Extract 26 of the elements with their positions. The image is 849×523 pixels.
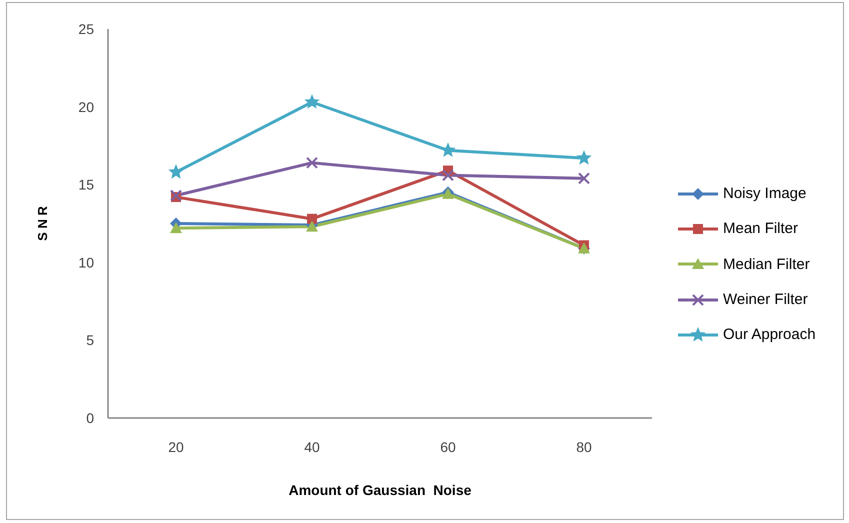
x-tick-label: 80 [576, 438, 592, 455]
x-tick-label: 60 [440, 438, 456, 455]
point [307, 214, 317, 224]
x-tick-label: 40 [304, 438, 320, 455]
x-axis-title: Amount of Gaussian Noise [288, 482, 472, 498]
legend-label: Our Approach [723, 326, 816, 344]
y-tick-label: 20 [78, 98, 94, 115]
point [168, 164, 184, 179]
point [170, 222, 182, 234]
point [304, 94, 320, 109]
y-tick-label: 15 [78, 176, 94, 193]
legend-label: Median Filter [723, 256, 810, 273]
point [442, 169, 454, 182]
point [170, 189, 182, 202]
legend-label: Weiner Filter [723, 291, 808, 308]
y-tick-label: 10 [78, 254, 94, 270]
x-tick-label: 20 [168, 438, 184, 455]
legend-label: Noisy Image [723, 185, 806, 202]
y-tick-label: 25 [78, 20, 94, 37]
legend-label: Mean Filter [723, 220, 798, 238]
y-tick-label: 5 [86, 332, 94, 348]
y-tick-label: 0 [86, 410, 94, 426]
y-axis-title: S N R [34, 206, 50, 241]
point [306, 156, 318, 169]
point [576, 150, 592, 165]
point [578, 172, 590, 184]
